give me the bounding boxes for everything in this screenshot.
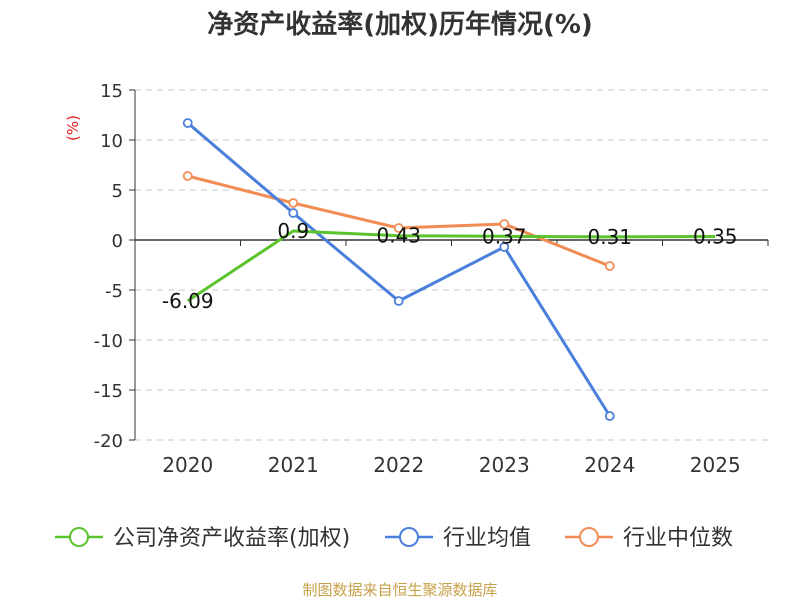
data-point [499,242,510,252]
y-tick-label: 5 [112,181,123,202]
x-tick-label: 2023 [479,453,530,477]
x-tick-label: 2025 [690,453,741,477]
x-tick-label: 2024 [584,453,635,477]
x-tick-label: 2021 [268,453,319,477]
data-label: 0.43 [376,224,421,248]
series-line [186,121,612,417]
legend-marker-icon [399,527,419,547]
legend-label: 行业均值 [443,526,531,551]
data-point [288,208,299,218]
series-line [186,229,716,303]
y-tick-label: -5 [105,281,123,302]
data-point [393,296,404,306]
legend-label: 行业中位数 [623,526,733,551]
data-point [393,223,404,233]
y-tick-label: -10 [94,331,123,352]
chart-title: 净资产收益率(加权)历年情况(%) [207,9,593,40]
data-label: 0.35 [693,225,738,249]
data-point [182,171,193,181]
y-tick-label: -15 [94,381,123,402]
legend-label: 公司净资产收益率(加权) [113,526,350,551]
data-point [604,261,615,271]
legend-item[interactable]: 公司净资产收益率(加权) [55,526,350,551]
data-label: 0.37 [482,224,527,248]
data-label: 0.31 [587,225,632,249]
data-point [604,411,615,421]
legend-marker-icon [579,527,599,547]
data-point [182,118,193,128]
legend-item[interactable]: 行业中位数 [565,526,733,551]
y-tick-label: 10 [100,131,123,152]
y-axis-label: (%) [64,115,82,141]
x-tick-label: 2022 [373,453,424,477]
data-label: -6.09 [162,289,214,313]
y-tick-label: -20 [94,431,123,452]
y-tick-label: 0 [112,231,123,252]
x-tick-label: 2020 [162,453,213,477]
legend-marker-icon [69,527,89,547]
data-point [288,198,299,208]
data-label: 0.9 [277,219,309,243]
data-point [499,219,510,229]
legend-item[interactable]: 行业均值 [385,526,531,551]
y-tick-label: 15 [100,81,123,102]
data-source-note: 制图数据来自恒生聚源数据库 [302,581,497,599]
